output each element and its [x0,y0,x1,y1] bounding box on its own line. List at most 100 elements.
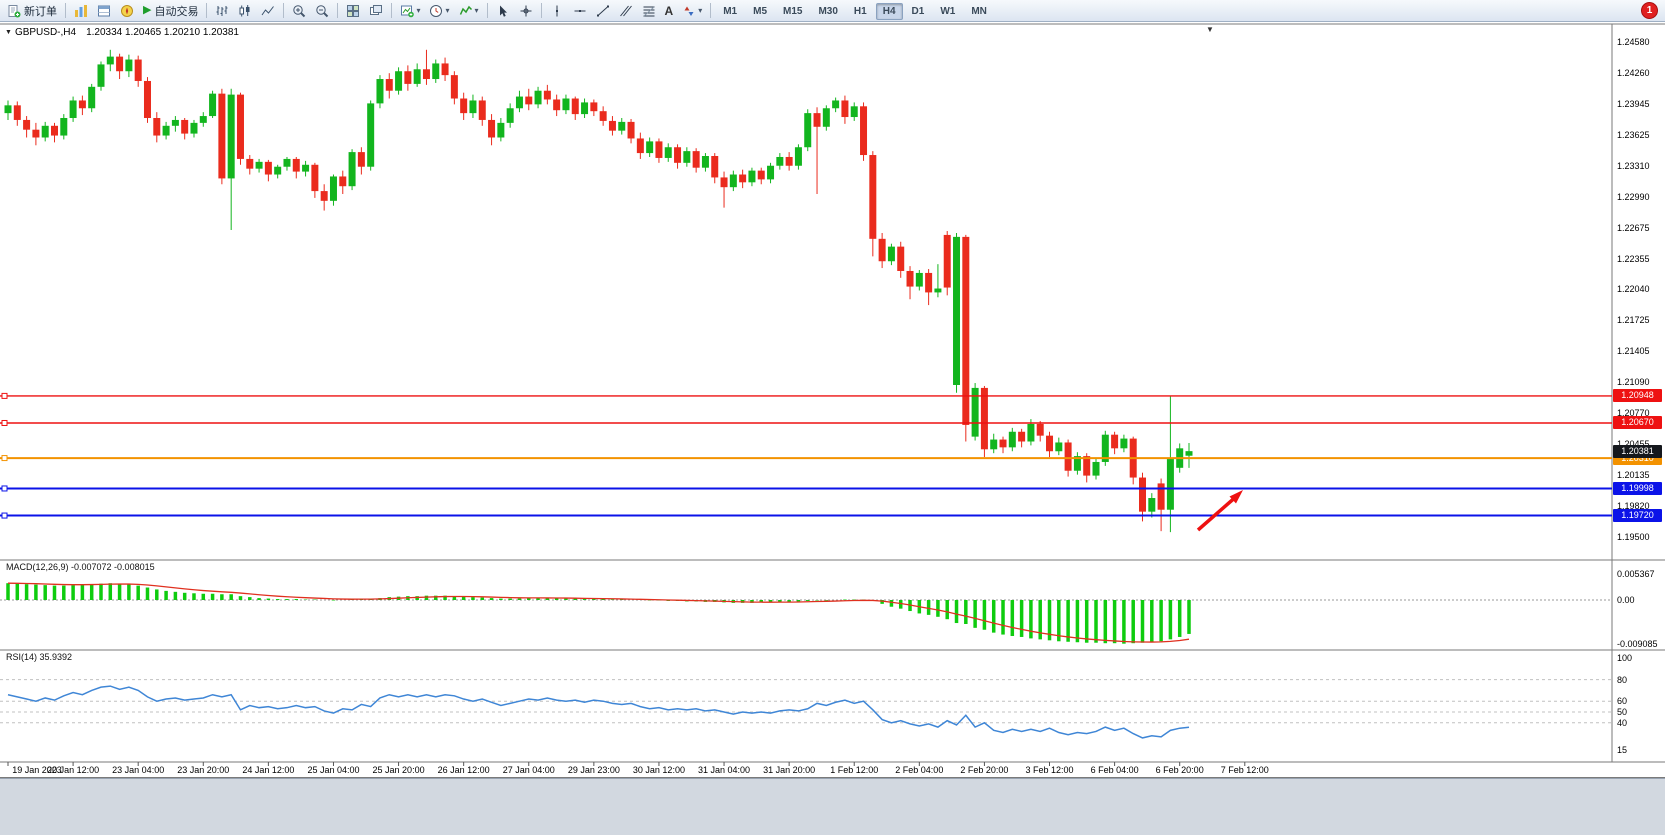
candle-down [906,270,914,287]
candle-up [209,93,217,117]
indicators-button[interactable]: ▾ [455,0,483,21]
candle-down [246,158,254,169]
horizontal-line-icon [574,9,586,12]
line-handle[interactable] [1,392,8,399]
candle-down [488,119,496,138]
zoom-out-button[interactable] [311,0,333,21]
vertical-line-button[interactable] [546,0,568,21]
time-axis-label: 6 Feb 04:00 [1090,765,1139,775]
line-handle[interactable] [1,512,8,519]
price-axis-label: 1.19820 [1617,500,1650,511]
candle-down [181,119,189,134]
new-chart-button[interactable]: ▾ [396,0,424,21]
candle-up [1185,451,1193,456]
timeframe-m30-button[interactable]: M30 [818,6,838,17]
horizontal-line-button[interactable] [569,0,591,21]
tile-windows-button[interactable] [342,0,364,21]
line-handle[interactable] [1,485,8,492]
arrows-button[interactable]: ▾ [678,0,706,21]
timeframe-h1-button[interactable]: H1 [853,6,867,17]
channel-button[interactable] [615,0,637,21]
candle-down [422,69,430,80]
candle-down [636,138,644,154]
bar-chart-button[interactable] [211,0,233,21]
zoom-in-button[interactable] [288,0,310,21]
candle-up [413,69,421,84]
candle-down [1018,431,1026,442]
toolbar-separator [486,3,488,18]
timeframe-d1-button[interactable]: D1 [911,6,925,17]
price-level-tag[interactable]: 1.19998 [1613,481,1662,495]
candle-up [515,96,523,109]
zoom-out-icon [316,4,329,17]
time-axis-label: 2 Feb 20:00 [960,765,1009,775]
candle-down [571,98,579,115]
macd-axis-label: -0.009085 [1617,638,1658,649]
line-chart-button[interactable] [257,0,279,21]
candle-down [50,125,58,136]
toolbar-separator [540,3,542,18]
time-axis-label: 24 Jan 12:00 [242,765,295,775]
chart-title: ▼ GBPUSD-,H4 1.20334 1.20465 1.20210 1.203… [5,27,239,38]
candlestick-chart-button[interactable] [234,0,256,21]
timeframe-m5-button[interactable]: M5 [753,6,768,17]
symbol-dropdown-icon[interactable]: ▼ [5,29,12,36]
candle-down [1111,434,1119,449]
dropdown-caret-icon: ▾ [445,6,450,15]
text-button[interactable]: A [661,0,678,21]
timeframe-m15-button[interactable]: M15 [783,6,803,17]
notification-icon[interactable]: 1 [1641,2,1658,19]
autotrade-button[interactable]: ▶ 自动交易 [139,0,202,21]
candle-up [227,94,235,179]
arrow-annotation[interactable] [1196,497,1236,532]
toolbar-separator [65,3,66,18]
candle-down [608,120,616,131]
candle-up [581,102,589,115]
candle-up [190,122,198,134]
candle-up [69,100,77,119]
timeframe-w1-button[interactable]: W1 [940,6,956,17]
candle-down [460,98,468,114]
time-axis-label: 31 Jan 04:00 [698,765,751,775]
price-axis-label: 1.24260 [1617,68,1650,79]
cascade-windows-button[interactable] [365,0,387,21]
chart-shift-marker[interactable]: ▼ [1206,25,1214,34]
cursor-button[interactable] [492,0,514,21]
rsi-axis-label: 15 [1617,744,1628,755]
price-level-tag[interactable]: 1.19720 [1613,509,1662,523]
line-handle[interactable] [1,455,8,462]
price-level-tag[interactable]: 1.20670 [1613,416,1662,430]
line-handle[interactable] [1,419,8,426]
data-window-button[interactable] [93,0,115,21]
price-axis-label: 1.21405 [1617,346,1650,357]
chart-area[interactable] [0,22,1665,778]
toolbar: 新订单 ▶ 自动交易 [0,0,1665,22]
market-watch-button[interactable] [70,0,92,21]
candle-down [553,99,561,111]
timeframe-m1-button[interactable]: M1 [723,6,738,17]
timeframe-h4-button[interactable]: H4 [875,3,903,20]
time-axis-label: 1 Feb 12:00 [830,765,879,775]
candle-down [599,111,607,121]
navigator-button[interactable] [116,0,138,21]
price-level-tag[interactable]: 1.20948 [1613,389,1662,403]
price-axis-label: 1.24580 [1617,37,1650,47]
candle-up [767,165,775,180]
crosshair-button[interactable] [515,0,537,21]
candlestick-chart-icon [239,4,250,16]
candle-down [785,156,793,166]
candle-down [878,238,886,262]
data-window-icon [98,5,110,16]
candle-down [1157,483,1165,510]
candle-up [199,116,207,123]
candle-down [385,79,393,91]
candle-up [850,106,858,118]
candle-down [943,234,951,288]
candle-down [525,96,533,105]
timeframe-mn-button[interactable]: MN [971,6,987,17]
fibonacci-button[interactable] [638,0,660,21]
trendline-button[interactable] [592,0,614,21]
new-order-button[interactable]: 新订单 [3,0,61,21]
candle-up [990,439,998,450]
period-button[interactable]: ▾ [425,0,453,21]
